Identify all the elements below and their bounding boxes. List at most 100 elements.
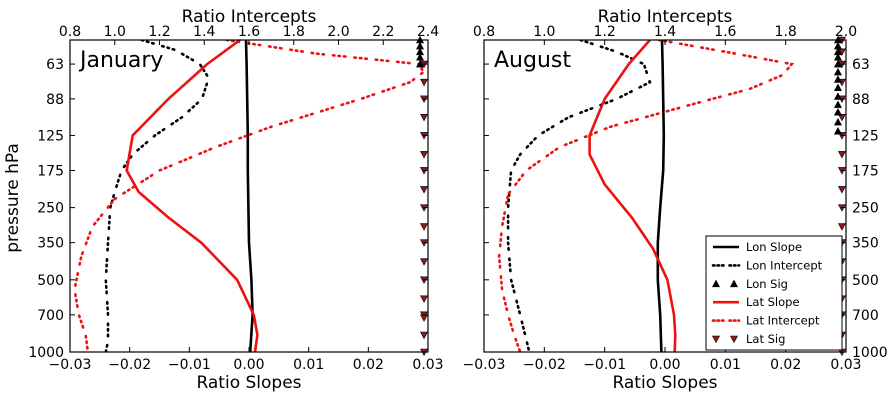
lat-sig-marker [420, 186, 429, 194]
lat-sig-marker [837, 223, 846, 231]
x-top-tick-label: 1.0 [104, 24, 126, 40]
y-tick-label: 250 [852, 201, 879, 217]
x-top-tick-label: 1.8 [283, 24, 305, 40]
y-tick-label: 350 [852, 236, 879, 252]
lon-sig-marker [833, 117, 842, 126]
y-tick-label: 250 [37, 201, 64, 217]
x-bottom-tick-label: 0.01 [293, 357, 324, 373]
x-bottom-axis-label: Ratio Slopes [612, 373, 717, 393]
x-bottom-axis-label: Ratio Slopes [196, 373, 301, 393]
y-tick-label: 63 [46, 57, 64, 73]
y-tick-label: 88 [852, 92, 870, 108]
series-line-lat-slope [125, 40, 259, 352]
x-top-tick-label: 1.2 [594, 24, 616, 40]
lat-sig-marker [420, 113, 429, 122]
x-top-axis-label: Ratio Intercepts [598, 7, 733, 27]
x-bottom-tick-label: 0.00 [649, 357, 680, 373]
lon-sig-marker [833, 67, 842, 76]
y-tick-label: 175 [852, 163, 879, 179]
lat-sig-marker [420, 223, 429, 231]
x-bottom-tick-label: 0.03 [412, 357, 443, 373]
lon-sig-marker [833, 100, 842, 108]
panel-august: 63 88 125 175 250 350 500 700 1000 −0.03 −0.02 −0.0… [463, 7, 888, 393]
y-tick-label: 500 [852, 273, 879, 289]
legend-marker [729, 335, 739, 344]
legend-box [705, 235, 843, 351]
x-top-tick-label: 2.0 [327, 24, 349, 40]
y-tick-label: 350 [37, 236, 64, 252]
x-top-tick-label: 2.0 [835, 24, 857, 40]
x-top-tick-label: 1.4 [654, 24, 676, 40]
x-top-tick-label: 0.8 [473, 24, 495, 40]
legend-label: Lat Sig [746, 332, 785, 346]
lon-sig-marker [416, 59, 425, 68]
x-top-tick-label: 2.4 [417, 24, 439, 40]
x-top-tick-label: 1.0 [533, 24, 555, 40]
y-tick-label: 700 [852, 308, 879, 324]
x-bottom-tick-label: 0.00 [233, 357, 264, 373]
lon-sig-marker [833, 92, 842, 100]
x-top-tick-label: 2.2 [372, 24, 394, 40]
y-tick-label: 125 [852, 128, 879, 144]
series-line-lon-intercept [506, 40, 652, 352]
x-bottom-tick-label: 0.02 [770, 357, 801, 373]
y-tick-label: 63 [852, 57, 870, 73]
x-top-tick-label: 1.6 [714, 24, 736, 40]
lon-sig-marker [833, 75, 842, 83]
legend-marker [711, 335, 721, 344]
lat-sig-marker [420, 295, 429, 303]
lat-sig-marker [837, 151, 846, 159]
series-line-lat-intercept [497, 40, 795, 352]
y-tick-label: 1000 [852, 345, 888, 361]
legend-label: Lon Intercept [746, 258, 823, 272]
x-bottom-tick-label: −0.03 [49, 357, 92, 373]
x-bottom-tick-label: −0.01 [168, 357, 211, 373]
legend-label: Lat Slope [746, 295, 800, 309]
y-tick-label: 700 [37, 308, 64, 324]
lat-sig-marker [420, 258, 429, 266]
x-top-tick-label: 0.8 [59, 24, 81, 40]
y-tick-label: 1000 [28, 345, 64, 361]
series-line-lon-intercept [104, 40, 211, 352]
x-top-axis-label: Ratio Intercepts [182, 7, 317, 27]
lon-sig-marker [833, 59, 842, 68]
series-line-lon-slope [656, 40, 666, 352]
lat-sig-marker [420, 331, 429, 340]
legend-marker [729, 279, 739, 288]
legend-label: Lon Slope [746, 240, 802, 254]
x-bottom-tick-label: −0.01 [583, 357, 626, 373]
y-tick-label: 500 [37, 273, 64, 289]
lat-sig-marker [837, 113, 846, 122]
x-top-tick-label: 1.2 [148, 24, 170, 40]
panel-title: August [494, 48, 571, 73]
x-bottom-tick-label: −0.02 [523, 357, 566, 373]
y-tick-label: 125 [37, 128, 64, 144]
x-bottom-tick-label: 0.02 [353, 357, 384, 373]
legend-marker [711, 279, 721, 288]
y-axis-label: pressure hPa [3, 143, 23, 253]
lat-sig-marker [420, 314, 429, 322]
y-tick-label: 175 [37, 163, 64, 179]
lon-sig-marker [833, 127, 842, 135]
lat-sig-marker [837, 186, 846, 194]
legend: Lon Slope Lon Intercept Lon Sig Lat Slope La… [705, 235, 843, 351]
y-tick-label: 88 [46, 92, 64, 108]
legend-label: Lon Sig [746, 277, 788, 291]
series-line-lat-intercept [73, 40, 426, 352]
legend-label: Lat Intercept [746, 314, 820, 328]
lat-sig-marker [420, 78, 429, 87]
x-bottom-tick-label: −0.03 [463, 357, 506, 373]
x-top-tick-label: 1.6 [238, 24, 260, 40]
lat-sig-marker [420, 151, 429, 159]
x-bottom-tick-label: 0.03 [830, 357, 861, 373]
lon-sig-marker [833, 108, 842, 116]
x-bottom-tick-label: −0.02 [108, 357, 151, 373]
x-top-tick-label: 1.8 [775, 24, 797, 40]
x-bottom-tick-label: 0.01 [710, 357, 741, 373]
panel-january: 63 88 125 175 250 350 500 700 1000−0.03 −0.02 −0.0… [28, 7, 443, 393]
lon-sig-marker [833, 83, 842, 91]
panel-title: January [78, 48, 163, 73]
series-line-lat-slope [588, 40, 677, 352]
series-line-lon-slope [244, 40, 254, 352]
